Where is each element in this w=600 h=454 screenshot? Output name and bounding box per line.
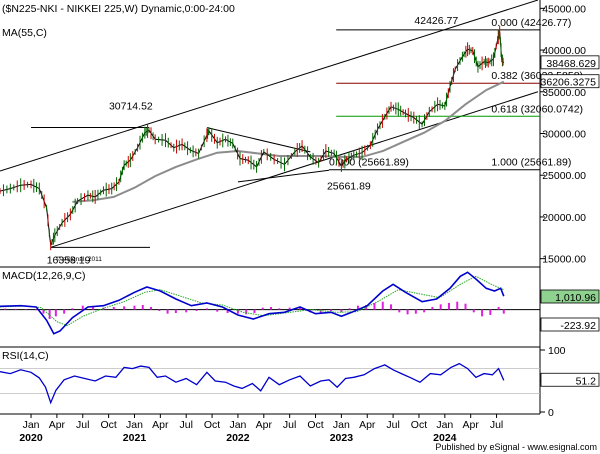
last-price-label-box <box>540 55 600 70</box>
macd-value-label: 1,010.96 <box>555 292 596 304</box>
month-tick-label: Oct <box>307 419 323 431</box>
price-tick-label: 40000.00 <box>542 45 586 57</box>
ma-legend: MA(55,C) <box>2 27 47 39</box>
annotation-label: 16358.19 <box>47 254 91 266</box>
year-tick-label: 2024 <box>433 432 457 444</box>
month-tick-label: Oct <box>204 419 220 431</box>
month-tick-label: Jan <box>23 419 40 431</box>
month-tick-label: Jan <box>333 419 350 431</box>
month-tick-label: Jul <box>386 419 399 431</box>
rsi-legend: RSI(14,C) <box>2 350 49 362</box>
macd-signal-line <box>0 275 504 327</box>
panel-frames <box>0 0 541 415</box>
month-tick-label: Apr <box>152 419 169 431</box>
month-tick-label: Jul <box>490 419 503 431</box>
trend-lines <box>0 0 539 248</box>
price-value-labels: 38468.629 36206.3275 <box>540 55 600 89</box>
ma-value-label-group: 36206.3275 <box>540 74 600 89</box>
lower-channel-line <box>50 91 539 248</box>
fib-label-0.000: 0.000 (42426.77) <box>491 17 571 29</box>
chart-title: ($N225-NKI - NIKKEI 225,W) Dynamic,0:00-… <box>2 3 235 15</box>
price-panel: 15000.00 20000.00 25000.00 30000.00 35000.00… <box>0 0 600 266</box>
ma-value-label-box <box>540 74 600 89</box>
fib-label-0.618: 0.618 (32060.0742) <box>491 103 583 115</box>
price-axis: 15000.00 20000.00 25000.00 30000.00 35000.00… <box>540 3 586 266</box>
wedge-top-line <box>206 127 311 153</box>
price-tick-label: 25000.00 <box>542 170 586 182</box>
last-price-label: 38468.629 <box>546 58 596 70</box>
copyright-note: © eSignal, 2011 <box>56 255 102 263</box>
macd-legend: MACD(12,26,9,C) <box>2 270 85 282</box>
price-line <box>0 31 505 246</box>
month-tick-label: Jul <box>179 419 192 431</box>
month-tick-label: Apr <box>256 419 273 431</box>
annotation-label: 30714.52 <box>109 101 153 113</box>
annotation-label: 25661.89 <box>327 181 371 193</box>
last-price-label-group: 38468.629 <box>540 55 600 70</box>
month-tick-label: Jan <box>229 419 246 431</box>
ma-value-label: 36206.3275 <box>541 77 597 89</box>
rsi-axis: 050100 <box>0 345 566 419</box>
annotation-label: 42426.77 <box>414 15 458 27</box>
macd-signal-label: -223.92 <box>560 320 596 332</box>
rsi-value-label-group: 51.2 <box>540 372 600 387</box>
rsi-line <box>0 362 505 405</box>
price-tick-label: 15000.00 <box>542 254 586 266</box>
macd-value-label-box <box>540 289 600 304</box>
ma-line <box>72 80 505 203</box>
year-tick-label: 2020 <box>19 432 43 444</box>
rsi-value-labels: 51.2 <box>540 372 600 387</box>
rsi-panel: 050100 51.2 RSI(14,C) <box>0 345 600 419</box>
macd-value-labels: 1,010.96 -223.92 <box>540 289 600 332</box>
fib-label-1.000: 1.000 (25661.89) <box>491 157 571 169</box>
rsi-value-label: 51.2 <box>576 375 597 387</box>
month-tick-label: Jan <box>436 419 453 431</box>
year-tick-label: 2021 <box>123 432 147 444</box>
macd-panel: 1,010.96 -223.92 MACD(12,26,9,C) <box>0 270 600 335</box>
month-tick-label: Oct <box>100 419 116 431</box>
month-tick-label: Jan <box>126 419 143 431</box>
price-annotations: 30714.52 42426.77 16358.19 25661.89 <box>0 15 504 266</box>
month-tick-label: Apr <box>359 419 376 431</box>
month-tick-label: Jul <box>283 419 296 431</box>
month-tick-label: Oct <box>411 419 427 431</box>
macd-histogram <box>4 301 505 319</box>
x-axis: Jan Apr Jul Oct Jan Apr Jul Oct Jan Apr Jul Oct Jan A… <box>19 414 503 444</box>
macd-signal-label-box <box>540 317 600 332</box>
published-credit: Published by eSignal - www.esignal.com <box>435 442 597 452</box>
rsi-tick-label: 100 <box>548 345 566 357</box>
rsi-tick-label: 0 <box>548 407 554 419</box>
price-tick-label: 35000.00 <box>542 87 586 99</box>
price-tick-label: 45000.00 <box>542 3 586 15</box>
macd-line <box>0 271 505 335</box>
price-tick-label: 20000.00 <box>542 212 586 224</box>
month-tick-label: Jul <box>76 419 89 431</box>
year-tick-label: 2022 <box>226 432 250 444</box>
year-tick-label: 2023 <box>330 432 354 444</box>
price-tick-label: 30000.00 <box>542 129 586 141</box>
upper-channel-line <box>0 0 539 172</box>
month-tick-label: Apr <box>463 419 480 431</box>
rsi-value-label-box <box>540 372 600 387</box>
wedge-bottom-line <box>237 169 330 183</box>
macd-value-label-group: 1,010.96 <box>540 289 600 304</box>
macd-signal-label-group: -223.92 <box>540 317 600 332</box>
month-tick-label: Apr <box>49 419 66 431</box>
